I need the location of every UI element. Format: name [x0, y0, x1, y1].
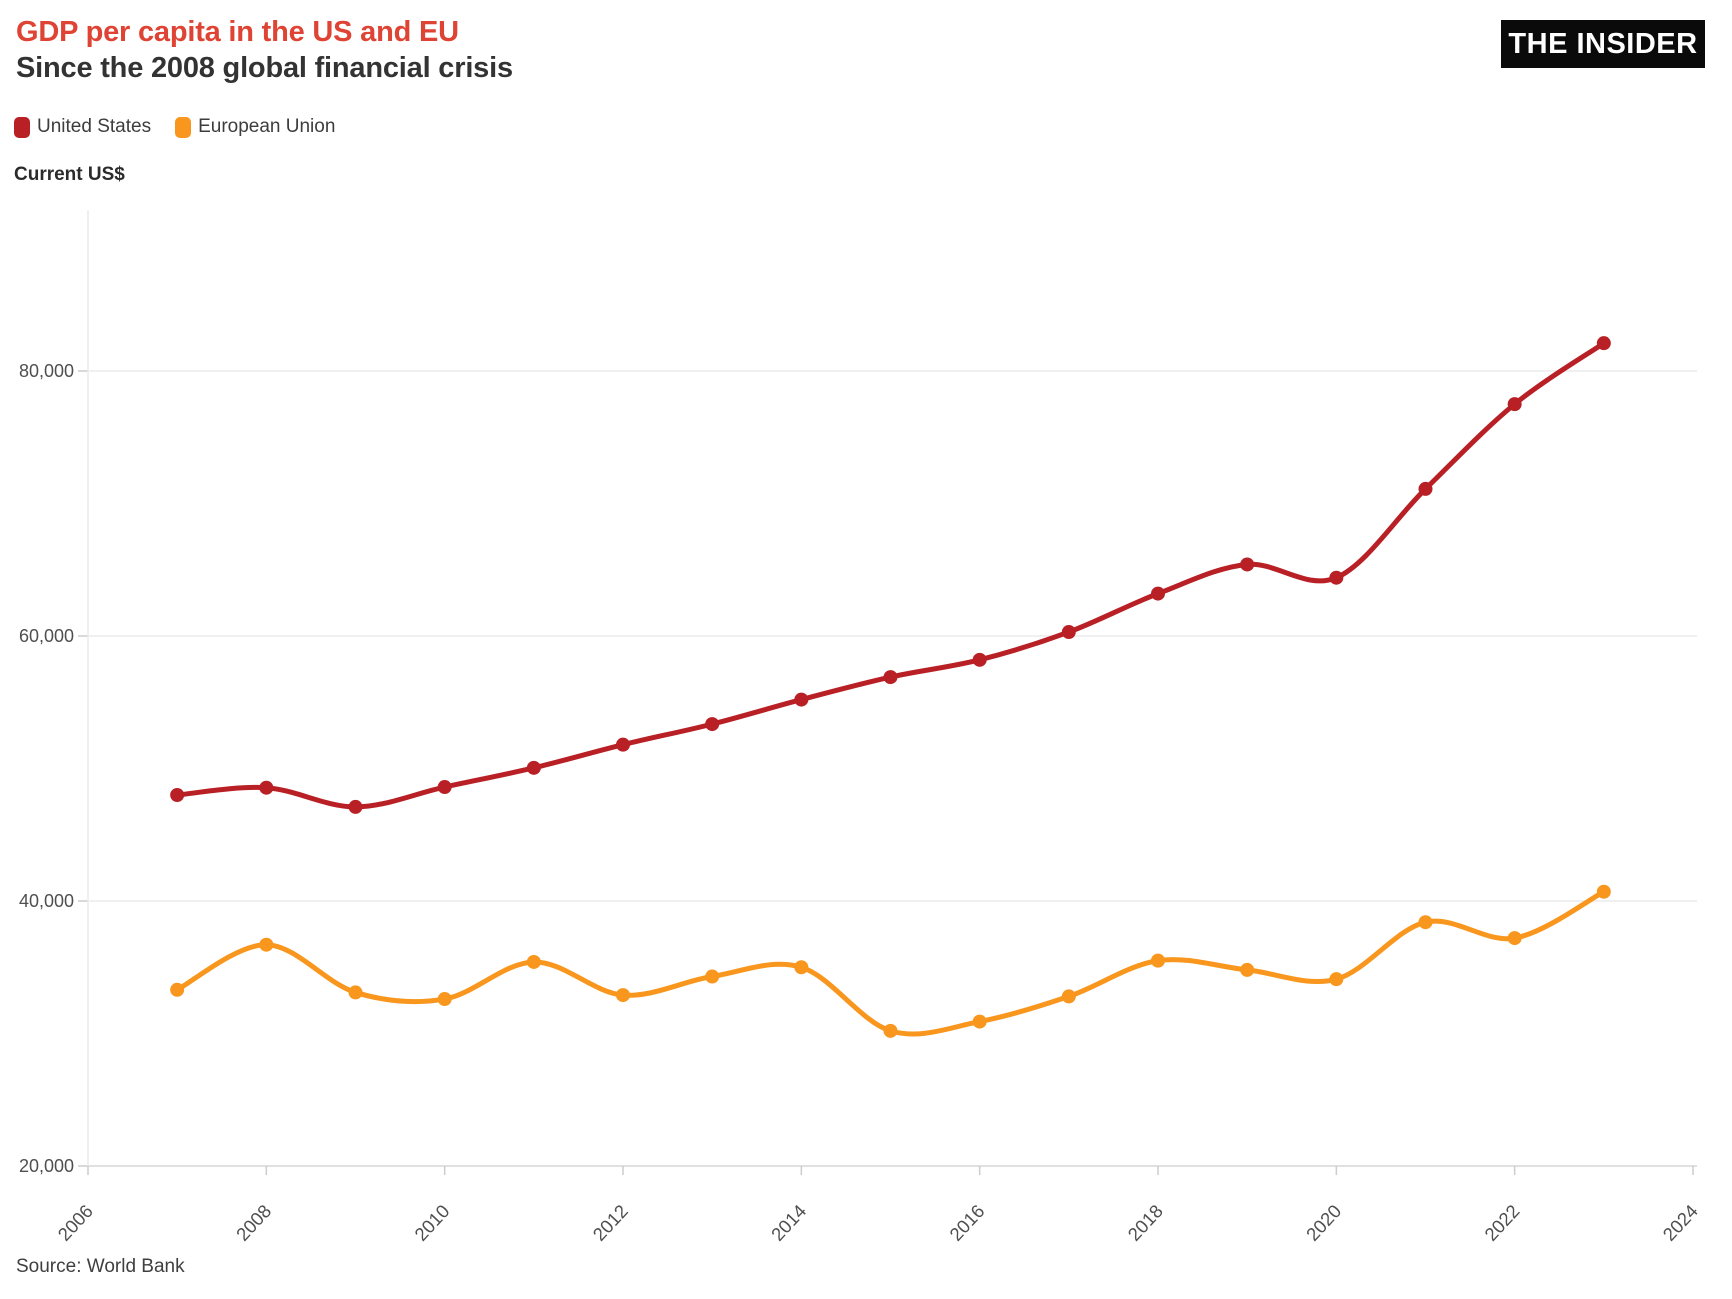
the-insider-logo: THE INSIDER — [1501, 20, 1705, 68]
european-union-point — [259, 937, 274, 952]
y-tick-label: 60,000 — [19, 626, 74, 646]
y-axis-title: Current US$ — [14, 164, 125, 185]
european-union-point — [705, 969, 720, 984]
european-union-point — [526, 954, 541, 969]
european-union-point — [437, 992, 452, 1007]
x-tick-label: 2014 — [767, 1200, 810, 1244]
united-states-point — [1596, 336, 1611, 351]
united-states-point — [1240, 557, 1255, 572]
european-union-point — [1418, 915, 1433, 930]
european-union-point — [348, 985, 363, 1000]
x-tick-label: 2020 — [1302, 1200, 1345, 1244]
united-states-point — [616, 737, 630, 752]
european-union-point — [170, 982, 185, 997]
united-states-point — [348, 799, 363, 814]
united-states-point — [526, 760, 541, 775]
united-states-point — [170, 788, 185, 802]
united-states-line — [174, 340, 1607, 810]
european-union-point — [1507, 931, 1522, 946]
european-union-point — [1240, 962, 1255, 977]
chart-subtitle: Since the 2008 global financial crisis — [16, 52, 513, 84]
chart-title: GDP per capita in the US and EU — [16, 16, 459, 48]
x-tick-label: 2008 — [232, 1200, 275, 1244]
united-states-point — [883, 670, 898, 685]
european-union-point — [1329, 972, 1344, 987]
y-tick-label: 80,000 — [19, 361, 74, 381]
united-states-point — [972, 652, 987, 667]
united-states-point — [437, 780, 452, 795]
united-states-point — [1061, 625, 1076, 640]
european-union-point — [1151, 953, 1165, 968]
united-states-point — [259, 780, 274, 795]
x-tick-label: 2016 — [945, 1200, 988, 1244]
x-tick-label: 2006 — [53, 1200, 96, 1244]
european-union-point — [972, 1014, 987, 1029]
legend-item-united-states: United States — [14, 116, 151, 138]
european-union-point — [794, 960, 809, 975]
eu-legend-label: European Union — [198, 116, 336, 137]
european-union-point — [1596, 884, 1611, 899]
x-tick-label: 2018 — [1123, 1200, 1166, 1244]
united-states-point — [1418, 481, 1433, 496]
legend-item-european-union: European Union — [175, 116, 335, 138]
united-states-point — [705, 717, 720, 732]
y-tick-label: 20,000 — [19, 1156, 74, 1176]
source-note: Source: World Bank — [16, 1256, 185, 1277]
united-states-point — [1151, 586, 1165, 601]
us-legend-label: United States — [37, 116, 152, 137]
european-union-line — [174, 889, 1607, 1037]
x-tick-label: 2012 — [588, 1200, 631, 1244]
united-states-point — [794, 692, 809, 707]
x-tick-label: 2010 — [410, 1200, 453, 1244]
legend: United States European Union — [14, 116, 335, 138]
european-union-point — [1061, 989, 1076, 1004]
european-union-point — [883, 1023, 898, 1038]
x-tick-label: 2024 — [1658, 1200, 1701, 1244]
eu-legend-swatch — [175, 116, 192, 138]
y-tick-label: 40,000 — [19, 891, 74, 911]
united-states-point — [1329, 570, 1344, 585]
united-states-point — [1507, 397, 1522, 412]
european-union-point — [616, 988, 630, 1003]
x-tick-label: 2022 — [1480, 1200, 1523, 1244]
logo-text: THE INSIDER — [1508, 27, 1698, 60]
us-legend-swatch — [14, 116, 30, 138]
